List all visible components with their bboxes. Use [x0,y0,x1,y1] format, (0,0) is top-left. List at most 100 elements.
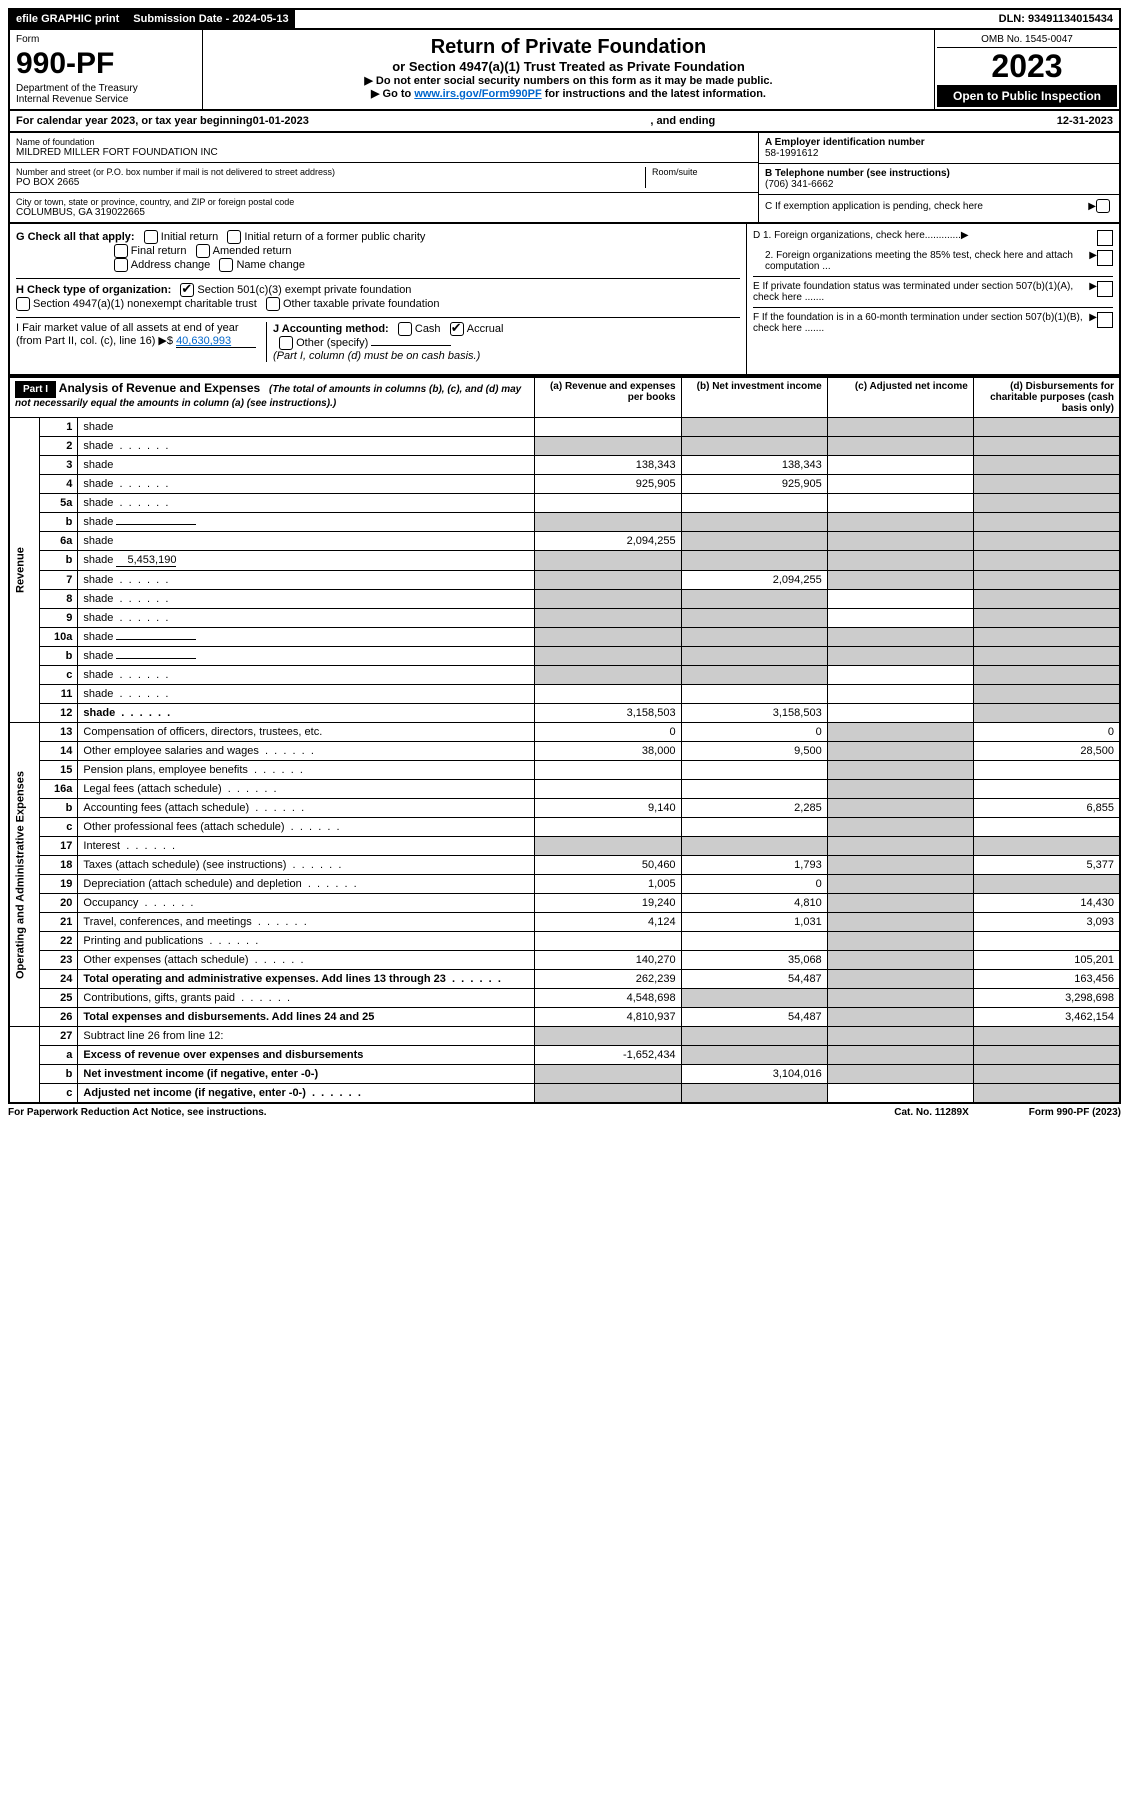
table-cell [681,818,827,837]
row-desc: shade . . . . . . [78,666,535,685]
table-cell: 38,000 [535,742,681,761]
table-cell [681,932,827,951]
table-cell: 3,104,016 [681,1065,827,1084]
table-cell: 2,094,255 [535,532,681,551]
amended-return-checkbox[interactable] [196,244,210,258]
row-desc: Other expenses (attach schedule) . . . .… [78,951,535,970]
other-specify-checkbox[interactable] [279,336,293,350]
table-cell: 14,430 [973,894,1120,913]
table-row: cshade . . . . . . [9,666,1120,685]
table-cell: 4,810 [681,894,827,913]
ein-label: A Employer identification number [765,137,925,148]
row-number: 15 [40,761,78,780]
table-cell [827,590,973,609]
row-number: 2 [40,437,78,456]
fmv-value[interactable]: 40,630,993 [176,335,256,348]
table-cell: 50,460 [535,856,681,875]
row-desc: Subtract line 26 from line 12: [78,1027,535,1046]
form-subtitle: or Section 4947(a)(1) Trust Treated as P… [209,59,928,74]
table-cell: 9,500 [681,742,827,761]
row-number: b [40,513,78,532]
4947a1-checkbox[interactable] [16,297,30,311]
table-row: 18Taxes (attach schedule) (see instructi… [9,856,1120,875]
exemption-pending-checkbox[interactable] [1096,199,1110,213]
501c3-checkbox[interactable] [180,283,194,297]
table-cell: 105,201 [973,951,1120,970]
form-number: 990-PF [16,47,196,81]
row-number: 10a [40,628,78,647]
row-number: 6a [40,532,78,551]
part1-title: Analysis of Revenue and Expenses [59,381,260,395]
table-cell [681,494,827,513]
table-cell: 262,239 [535,970,681,989]
table-row: bshade 5,453,190 [9,551,1120,571]
name-label: Name of foundation [16,137,95,147]
table-cell: 925,905 [535,475,681,494]
row-number: 4 [40,475,78,494]
address-change-checkbox[interactable] [114,258,128,272]
table-cell: 140,270 [535,951,681,970]
row-number: 21 [40,913,78,932]
row-desc: shade . . . . . . [78,494,535,513]
table-cell: 925,905 [681,475,827,494]
row-number: c [40,1084,78,1104]
table-row: 7shade . . . . . .2,094,255 [9,571,1120,590]
row-desc: Pension plans, employee benefits . . . .… [78,761,535,780]
row-desc: Excess of revenue over expenses and disb… [78,1046,535,1065]
row-number: 25 [40,989,78,1008]
table-cell: 4,810,937 [535,1008,681,1027]
efile-print-button[interactable]: efile GRAPHIC print [10,10,127,28]
omb-number: OMB No. 1545-0047 [937,32,1117,48]
row-desc: shade [78,628,535,647]
table-cell [827,666,973,685]
table-cell: 19,240 [535,894,681,913]
other-taxable-checkbox[interactable] [266,297,280,311]
table-cell [535,932,681,951]
row-desc: Compensation of officers, directors, tru… [78,723,535,742]
row-desc: Net investment income (if negative, ente… [78,1065,535,1084]
dept-irs: Internal Revenue Service [16,94,196,105]
final-return-checkbox[interactable] [114,244,128,258]
f-checkbox[interactable] [1097,312,1113,328]
row-number: 24 [40,970,78,989]
j-label: J Accounting method: [273,323,389,335]
row-desc: shade . . . . . . [78,475,535,494]
row-desc: Other professional fees (attach schedule… [78,818,535,837]
table-cell: 0 [681,875,827,894]
table-cell: 35,068 [681,951,827,970]
table-row: 14Other employee salaries and wages . . … [9,742,1120,761]
initial-return-checkbox[interactable] [144,230,158,244]
table-cell: 3,298,698 [973,989,1120,1008]
table-cell: 54,487 [681,970,827,989]
f-label: F If the foundation is in a 60-month ter… [753,312,1089,334]
d1-checkbox[interactable] [1097,230,1113,246]
table-cell [681,761,827,780]
row-desc: Total expenses and disbursements. Add li… [78,1008,535,1027]
table-cell [973,818,1120,837]
dept-treasury: Department of the Treasury [16,83,196,94]
table-row: bAccounting fees (attach schedule) . . .… [9,799,1120,818]
col-c-header: (c) Adjusted net income [827,377,973,418]
form990pf-link[interactable]: www.irs.gov/Form990PF [414,88,541,100]
accrual-checkbox[interactable] [450,322,464,336]
table-row: aExcess of revenue over expenses and dis… [9,1046,1120,1065]
row-number: 17 [40,837,78,856]
table-row: 3shade138,343138,343 [9,456,1120,475]
row-number: 23 [40,951,78,970]
table-row: 23Other expenses (attach schedule) . . .… [9,951,1120,970]
e-checkbox[interactable] [1097,281,1113,297]
city-value: COLUMBUS, GA 319022665 [16,207,145,218]
table-row: 6ashade2,094,255 [9,532,1120,551]
name-change-checkbox[interactable] [219,258,233,272]
row-desc: Occupancy . . . . . . [78,894,535,913]
table-row: 24Total operating and administrative exp… [9,970,1120,989]
open-public-badge: Open to Public Inspection [937,85,1117,107]
row-number: 20 [40,894,78,913]
row-number: 3 [40,456,78,475]
d2-checkbox[interactable] [1097,250,1113,266]
row-desc: Taxes (attach schedule) (see instruction… [78,856,535,875]
cash-checkbox[interactable] [398,322,412,336]
table-cell [827,456,973,475]
row-desc: Interest . . . . . . [78,837,535,856]
initial-return-former-checkbox[interactable] [227,230,241,244]
